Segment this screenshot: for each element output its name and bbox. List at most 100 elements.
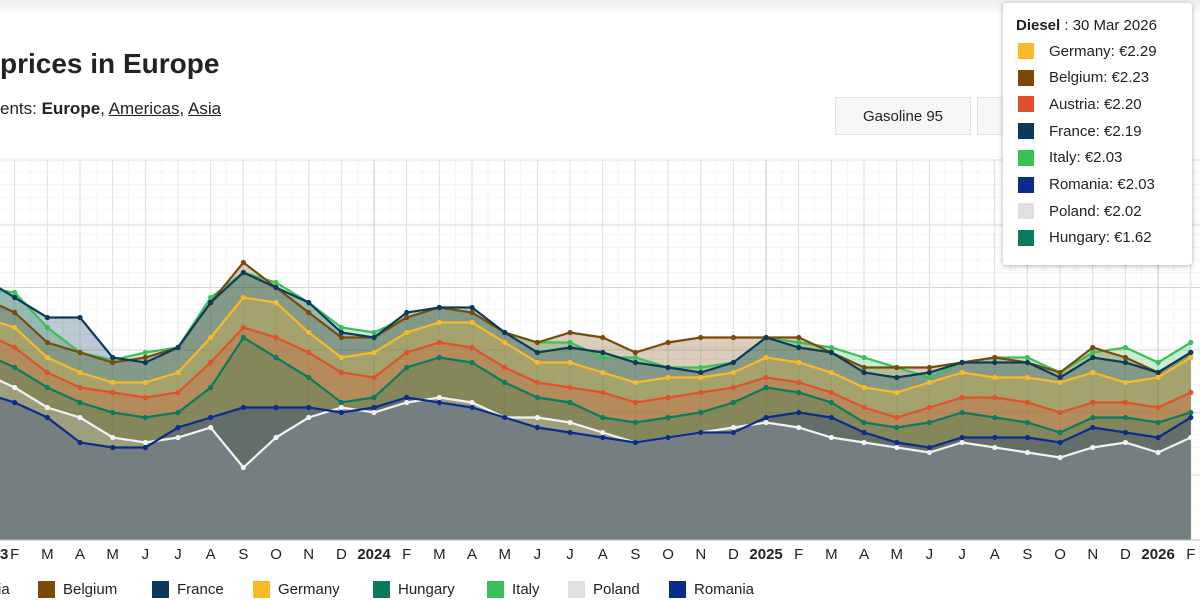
- point: [959, 359, 965, 366]
- area-fill: [0, 297, 1191, 540]
- point: [436, 304, 442, 311]
- point: [371, 409, 377, 416]
- point: [1024, 434, 1031, 441]
- point: [273, 334, 279, 341]
- x-tick-label: F: [794, 546, 803, 563]
- region-link[interactable]: Asia: [188, 99, 222, 118]
- fuel-button[interactable]: Gasoline 95: [835, 97, 971, 135]
- legend-item[interactable]: Germany: [253, 581, 340, 598]
- point: [861, 429, 867, 436]
- point: [926, 404, 933, 411]
- point: [1090, 399, 1096, 406]
- legend-item[interactable]: Hungary: [373, 581, 455, 598]
- point: [338, 354, 344, 361]
- tooltip-swatch: [1018, 43, 1034, 59]
- legend-item[interactable]: France: [152, 581, 224, 598]
- point: [992, 434, 998, 441]
- point: [77, 314, 83, 321]
- area-fill: [0, 272, 1191, 540]
- x-tick-label: D: [728, 546, 739, 563]
- x-tick-label: A: [990, 546, 1000, 563]
- x-tick-label: O: [270, 546, 282, 563]
- x-tick-label: A: [206, 546, 216, 563]
- x-tick-label: J: [142, 546, 150, 563]
- point: [698, 429, 704, 436]
- x-tick-label: M: [891, 546, 904, 563]
- region-link[interactable]: Americas: [108, 99, 180, 118]
- point: [110, 434, 116, 441]
- legend-item[interactable]: Romania: [669, 581, 755, 598]
- point: [469, 309, 475, 316]
- point: [1122, 344, 1129, 351]
- point: [306, 349, 312, 356]
- tooltip-row: France: €2.19: [1018, 122, 1142, 140]
- point: [469, 399, 475, 406]
- point: [992, 444, 998, 451]
- point: [796, 389, 802, 396]
- point: [175, 389, 181, 396]
- x-tick-label: M: [498, 546, 511, 563]
- point: [1090, 344, 1096, 351]
- point: [828, 414, 835, 421]
- x-tick-label: J: [174, 546, 182, 563]
- legend-item[interactable]: Belgium: [38, 581, 117, 598]
- point: [1090, 424, 1096, 431]
- point: [44, 339, 50, 346]
- point: [208, 384, 214, 391]
- point: [698, 364, 704, 371]
- point: [1122, 439, 1129, 446]
- point: [926, 419, 933, 426]
- point: [436, 319, 442, 326]
- point: [926, 379, 933, 386]
- point: [534, 349, 540, 356]
- point: [240, 259, 246, 266]
- point: [1122, 414, 1129, 421]
- point: [763, 354, 769, 361]
- point: [12, 364, 18, 371]
- point: [1090, 414, 1096, 421]
- tooltip-swatch: [1018, 149, 1034, 166]
- point: [110, 389, 116, 396]
- point: [502, 379, 508, 386]
- point: [600, 434, 606, 441]
- point: [1155, 369, 1161, 376]
- point: [1024, 359, 1031, 366]
- x-tick-label: J: [958, 546, 966, 563]
- point: [1155, 359, 1161, 366]
- separator: ,: [179, 99, 189, 118]
- point: [698, 389, 704, 396]
- legend-swatch: [152, 581, 169, 598]
- legend-item[interactable]: Poland: [568, 581, 640, 598]
- point: [469, 304, 475, 311]
- x-tick-label: A: [598, 546, 608, 563]
- point: [1188, 434, 1194, 441]
- point: [502, 414, 508, 421]
- point: [894, 439, 900, 446]
- point: [371, 404, 377, 411]
- point: [894, 364, 900, 371]
- point: [1155, 404, 1161, 411]
- x-tick-label: F: [10, 546, 19, 563]
- x-tick-label: 2024: [357, 546, 391, 563]
- legend-item[interactable]: Italy: [487, 581, 540, 598]
- point: [469, 359, 475, 366]
- legend-swatch: [487, 581, 504, 598]
- tooltip-swatch: [1018, 123, 1034, 140]
- point: [240, 464, 246, 471]
- tooltip-swatch: [1018, 176, 1034, 193]
- point: [632, 354, 639, 361]
- tooltip-swatch: [1018, 69, 1034, 86]
- point: [142, 394, 148, 401]
- x-tick-label: 2026: [1141, 546, 1174, 563]
- point: [1155, 449, 1161, 456]
- point: [861, 369, 867, 376]
- point: [894, 414, 900, 421]
- legend-label: Poland: [593, 581, 640, 598]
- point: [1090, 349, 1096, 356]
- x-tick-label: M: [825, 546, 838, 563]
- point: [142, 379, 148, 386]
- point: [894, 374, 900, 381]
- legend-item[interactable]: Austria: [0, 581, 10, 598]
- x-tick-label: A: [467, 546, 477, 563]
- point: [338, 369, 344, 376]
